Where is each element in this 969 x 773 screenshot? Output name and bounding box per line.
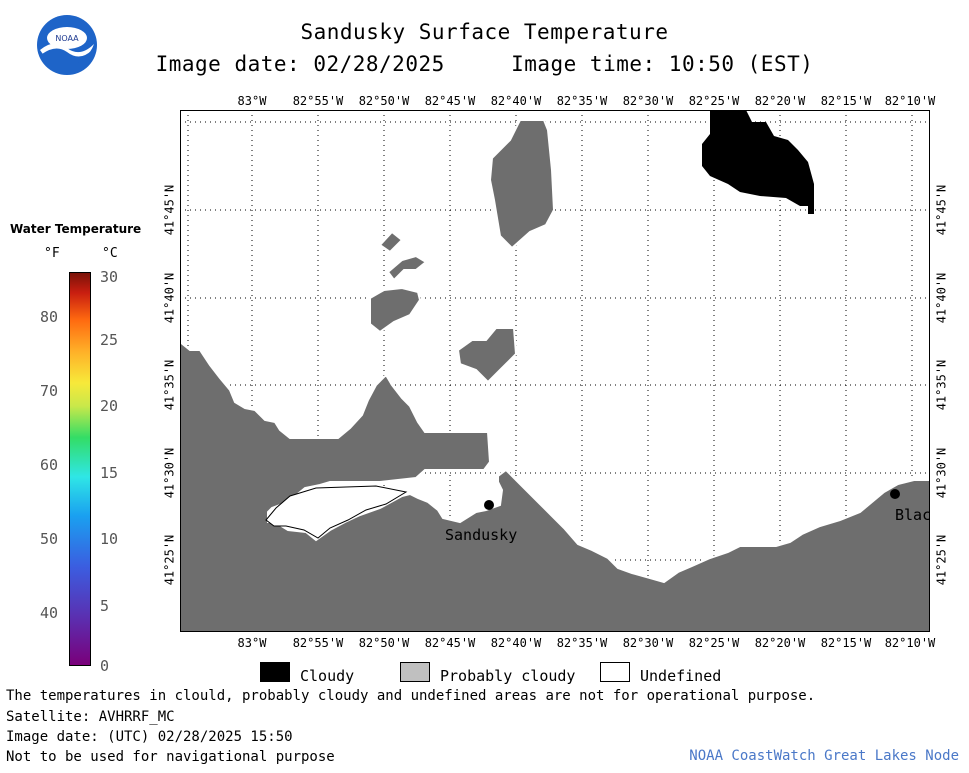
lon-label: 83°W <box>237 636 267 650</box>
colorbar-c-tick: 10 <box>100 530 119 548</box>
shoreline-outline <box>180 341 930 584</box>
cloudy-area <box>702 110 814 214</box>
land-south-shore <box>180 342 930 632</box>
lon-label: 82°35'W <box>556 636 608 650</box>
colorbar-f-tick: 60 <box>39 456 58 474</box>
lat-label: 41°35'N <box>934 359 949 411</box>
lat-label: 41°25'N <box>162 534 177 586</box>
lon-label: 82°50'W <box>358 636 410 650</box>
sandusky-marker <box>484 500 494 510</box>
legend-probably-cloudy-label: Probably cloudy <box>440 667 576 685</box>
lon-label: 82°25'W <box>688 94 740 108</box>
lon-label: 82°35'W <box>556 94 608 108</box>
map-panel: Sandusky Blac <box>180 110 930 632</box>
colorbar-c-tick: 30 <box>100 268 119 286</box>
image-time: Image time: 10:50 (EST) <box>511 52 814 76</box>
blac-marker <box>890 489 900 499</box>
small-island-2 <box>386 254 428 282</box>
map-frame <box>180 110 930 632</box>
lon-label: 82°45'W <box>424 94 476 108</box>
noaa-logo: NOAA <box>37 15 97 75</box>
legend-undefined-swatch <box>600 662 630 682</box>
colorbar-f-tick: 80 <box>39 308 58 326</box>
kelleys-island <box>488 119 556 250</box>
footer-node: NOAA CoastWatch Great Lakes Node <box>689 748 959 764</box>
small-island-1 <box>378 230 404 254</box>
south-bass-island <box>369 286 422 334</box>
legend-probably-cloudy-swatch <box>400 662 430 682</box>
islands <box>369 119 556 384</box>
undefined-area <box>265 485 408 539</box>
legend-undefined-label: Undefined <box>640 667 722 685</box>
colorbar-title: Water Temperature <box>10 222 142 236</box>
lat-label: 41°30'N <box>934 447 949 499</box>
colorbar-c-tick: 15 <box>100 464 119 482</box>
lon-label: 82°30'W <box>622 636 674 650</box>
lon-label: 82°20'W <box>754 636 806 650</box>
colorbar-f-tick: 40 <box>39 604 58 622</box>
lon-label: 83°W <box>237 94 267 108</box>
lat-label: 41°35'N <box>162 359 177 411</box>
lon-label: 82°50'W <box>358 94 410 108</box>
colorbar-c-tick: 0 <box>100 657 110 675</box>
legend-cloudy-swatch <box>260 662 290 682</box>
footer-note: The temperatures in clould, probably clo… <box>6 688 816 704</box>
image-date: Image date: 02/28/2025 <box>155 52 445 76</box>
sandusky-label: Sandusky <box>445 526 517 544</box>
page-title: Sandusky Surface Temperature <box>300 20 669 44</box>
lon-label: 82°15'W <box>820 94 872 108</box>
colorbar-c-tick: 20 <box>100 397 119 415</box>
footer-satellite: Satellite: AVHRRF_MC <box>6 709 175 725</box>
lat-label: 41°40'N <box>162 272 177 324</box>
lon-label: 82°30'W <box>622 94 674 108</box>
lon-label: 82°20'W <box>754 94 806 108</box>
lon-label: 82°45'W <box>424 636 476 650</box>
colorbar-unit-f: °F <box>44 246 60 261</box>
logo-text: NOAA <box>55 34 79 43</box>
colorbar-f-tick: 70 <box>39 382 58 400</box>
colorbar-c-tick: 5 <box>100 597 110 615</box>
lat-label: 41°25'N <box>934 534 949 586</box>
lat-label: 41°45'N <box>162 184 177 236</box>
lon-label: 82°40'W <box>490 94 542 108</box>
colorbar <box>69 272 91 666</box>
lon-label: 82°40'W <box>490 636 542 650</box>
middle-island <box>456 327 518 384</box>
lon-label: 82°15'W <box>820 636 872 650</box>
colorbar-c-tick: 25 <box>100 331 119 349</box>
colorbar-unit-c: °C <box>102 246 118 261</box>
legend-cloudy-label: Cloudy <box>300 667 355 685</box>
footer-nav-note: Not to be used for navigational purpose <box>6 749 335 765</box>
lat-label: 41°40'N <box>934 272 949 324</box>
lon-label: 82°10'W <box>884 94 936 108</box>
lon-label: 82°55'W <box>292 636 344 650</box>
blac-label: Blac <box>895 506 930 524</box>
lon-label: 82°10'W <box>884 636 936 650</box>
footer-utc-date: Image date: (UTC) 02/28/2025 15:50 <box>6 729 293 745</box>
lat-label: 41°45'N <box>934 184 949 236</box>
lon-label: 82°25'W <box>688 636 740 650</box>
colorbar-f-tick: 50 <box>39 530 58 548</box>
lon-label: 82°55'W <box>292 94 344 108</box>
lat-label: 41°30'N <box>162 447 177 499</box>
image-datetime: Image date: 02/28/2025 Image time: 10:50… <box>0 52 969 76</box>
